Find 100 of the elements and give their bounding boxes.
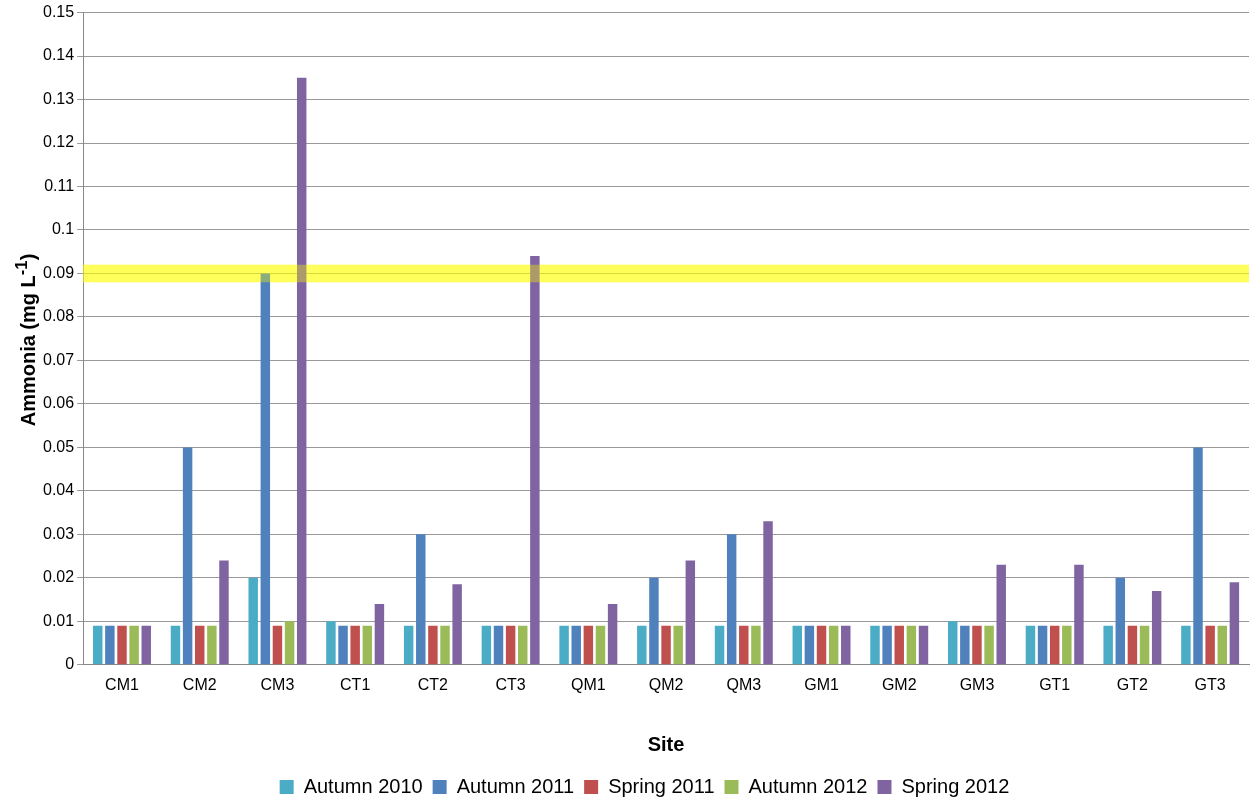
bar — [726, 534, 737, 665]
bar — [1103, 625, 1113, 665]
bar — [1127, 625, 1138, 665]
x-tick-label: CM3 — [260, 675, 295, 693]
bar — [403, 625, 414, 665]
bar — [374, 603, 385, 665]
bar — [828, 625, 839, 665]
x-tick-label: GM2 — [881, 675, 917, 693]
legend-label: Autumn 2012 — [748, 774, 868, 797]
bar — [1181, 625, 1191, 665]
bar — [972, 625, 982, 665]
bar — [763, 521, 773, 665]
y-tick-label: 0.01 — [43, 611, 75, 629]
bar — [493, 625, 504, 665]
bar — [649, 577, 659, 665]
bar — [428, 625, 438, 665]
y-tick-label: 0.12 — [43, 133, 75, 151]
bar — [362, 625, 373, 665]
legend-label: Autumn 2010 — [303, 774, 423, 797]
bar — [272, 625, 283, 665]
bar — [248, 577, 258, 665]
bar — [452, 584, 462, 665]
bar — [1193, 447, 1203, 665]
bar — [518, 625, 528, 665]
bar — [195, 625, 205, 665]
y-tick-label: 0.09 — [43, 263, 75, 281]
bar — [416, 534, 426, 665]
bar — [117, 625, 127, 665]
bar — [607, 603, 618, 665]
x-axis-title: Site — [647, 732, 685, 755]
bar — [1217, 625, 1227, 665]
bar — [481, 625, 492, 665]
bar — [960, 625, 970, 665]
bar — [1037, 625, 1048, 665]
x-tick-label: GT2 — [1116, 675, 1149, 693]
y-tick-label: 0.06 — [43, 394, 75, 412]
bar — [129, 625, 139, 665]
bar — [350, 625, 360, 665]
bar — [338, 625, 348, 665]
bar — [870, 625, 880, 665]
bar — [571, 625, 581, 665]
legend-label: Spring 2012 — [901, 774, 1010, 797]
legend-label: Spring 2011 — [608, 774, 715, 797]
x-tick-label: QM1 — [571, 675, 606, 693]
bar — [1025, 625, 1036, 665]
bar — [894, 625, 904, 665]
bar — [906, 625, 917, 665]
bar — [559, 625, 569, 665]
x-tick-label: QM2 — [648, 675, 684, 693]
y-tick-label: 0.08 — [43, 307, 75, 325]
y-tick-label: 0.13 — [43, 89, 75, 107]
bar — [661, 625, 671, 665]
bar — [207, 625, 217, 665]
bar — [947, 621, 958, 665]
bar — [714, 625, 725, 665]
x-tick-label: CT2 — [417, 675, 449, 693]
bar — [792, 625, 802, 665]
bar — [1115, 577, 1126, 665]
x-tick-label: QM3 — [726, 675, 762, 693]
y-tick-label: 0.14 — [43, 46, 75, 64]
bar — [882, 625, 892, 665]
bar — [260, 273, 271, 665]
bar — [804, 625, 815, 665]
bar — [1205, 625, 1215, 665]
bar — [170, 625, 181, 665]
bar — [93, 625, 103, 665]
bar — [141, 625, 151, 665]
bar — [505, 625, 516, 665]
bar — [219, 560, 229, 665]
y-tick-label: 0.1 — [51, 220, 75, 238]
bar — [530, 256, 540, 665]
bar — [685, 560, 696, 665]
bar — [105, 625, 115, 665]
y-tick-label: 0.02 — [43, 568, 75, 586]
y-tick-label: 0.05 — [43, 437, 75, 455]
bar — [751, 625, 761, 665]
y-tick-label: 0.07 — [43, 350, 75, 368]
bar — [182, 447, 193, 665]
y-tick-label: 0.15 — [43, 3, 75, 21]
x-tick-label: CM1 — [105, 675, 139, 693]
bar — [673, 625, 683, 665]
legend-label: Autumn 2011 — [456, 774, 575, 797]
bar — [996, 564, 1006, 665]
bar — [739, 625, 749, 665]
bar — [284, 621, 295, 665]
x-tick-label: GT1 — [1039, 675, 1071, 693]
bar — [918, 625, 929, 665]
x-tick-label: GM1 — [804, 675, 839, 693]
bar — [595, 625, 606, 665]
x-tick-label: CT1 — [340, 675, 371, 693]
y-tick-label: 0 — [65, 655, 75, 673]
bar — [1074, 564, 1084, 665]
bar — [1049, 625, 1060, 665]
bar — [841, 625, 851, 665]
bar — [1139, 625, 1150, 665]
y-tick-label: 0.04 — [43, 481, 75, 499]
bar — [816, 625, 827, 665]
bar — [326, 621, 336, 665]
y-tick-label: 0.11 — [44, 176, 75, 194]
bar — [583, 625, 594, 665]
